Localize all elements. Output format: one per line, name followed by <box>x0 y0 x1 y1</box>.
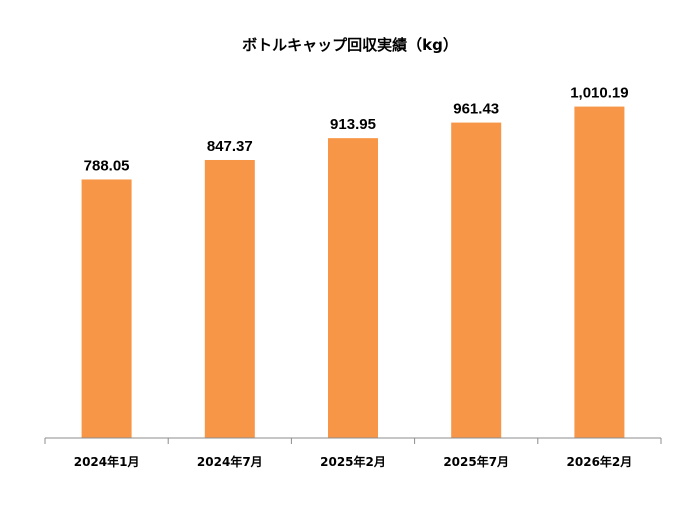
bar <box>574 106 625 438</box>
data-label: 913.95 <box>330 116 376 133</box>
data-label: 1,010.19 <box>570 85 628 102</box>
bar <box>328 138 378 439</box>
x-tick-label: 2024年1月 <box>74 454 140 469</box>
x-tick-label: 2025年7月 <box>443 454 509 469</box>
bar <box>81 179 132 438</box>
data-label: 788.05 <box>84 157 130 174</box>
bar <box>451 122 502 438</box>
data-label: 847.37 <box>207 138 253 155</box>
chart-title: ボトルキャップ回収実績（kg） <box>242 36 458 54</box>
x-tick-label: 2026年2月 <box>567 454 633 469</box>
bar <box>204 159 255 438</box>
data-label: 961.43 <box>453 101 499 118</box>
x-tick-label: 2024年7月 <box>197 454 263 469</box>
x-tick-label: 2025年2月 <box>320 454 386 469</box>
